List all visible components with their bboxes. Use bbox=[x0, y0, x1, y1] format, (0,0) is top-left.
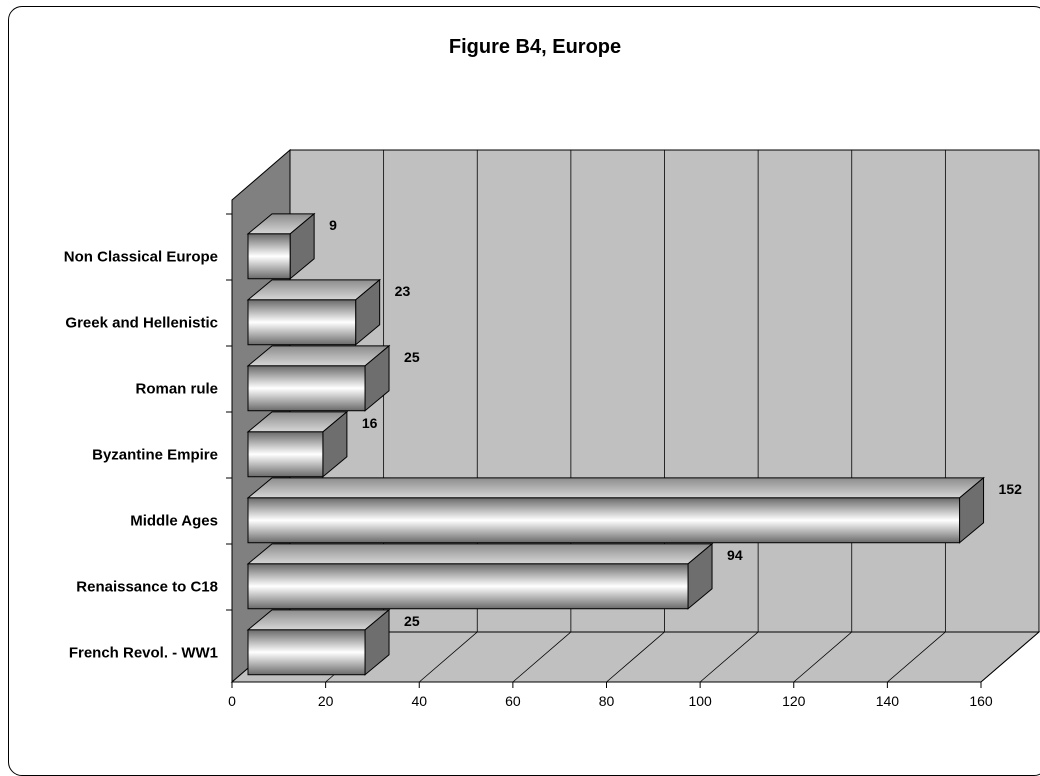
floor-gridline bbox=[418, 631, 478, 683]
floor-gridline bbox=[793, 631, 853, 683]
category-label: French Revol. - WW1 bbox=[69, 644, 218, 661]
category-label: Renaissance to C18 bbox=[76, 578, 218, 595]
chart-title: Figure B4, Europe bbox=[448, 36, 622, 58]
data-label: 152 bbox=[999, 481, 1023, 497]
bar: 16 bbox=[246, 410, 378, 478]
floor-gridline bbox=[606, 631, 665, 683]
bar-front bbox=[247, 299, 357, 346]
bar-front bbox=[247, 497, 961, 544]
x-tick-label: 20 bbox=[318, 693, 334, 709]
bar-front bbox=[247, 233, 291, 280]
bar: 25 bbox=[246, 608, 420, 676]
x-tick-label: 120 bbox=[782, 693, 806, 709]
bar: 9 bbox=[246, 212, 337, 280]
category-label: Byzantine Empire bbox=[92, 446, 218, 463]
x-tick-label: 40 bbox=[411, 693, 427, 709]
bar-front bbox=[247, 563, 689, 610]
x-tick-label: 140 bbox=[876, 693, 900, 709]
bars: 9 23 25 16 152 94 25 bbox=[246, 212, 1023, 676]
bar-top bbox=[246, 543, 714, 565]
x-tick-label: 0 bbox=[228, 693, 236, 709]
category-label: Greek and Hellenistic bbox=[65, 314, 218, 331]
floor-gridline bbox=[512, 631, 572, 683]
bar: 94 bbox=[246, 542, 743, 610]
data-label: 16 bbox=[362, 415, 378, 431]
data-label: 25 bbox=[404, 613, 420, 629]
bar: 25 bbox=[246, 344, 420, 412]
category-label: Non Classical Europe bbox=[64, 248, 218, 265]
data-label: 9 bbox=[329, 217, 337, 233]
bar: 23 bbox=[246, 278, 411, 346]
data-label: 23 bbox=[395, 283, 411, 299]
bar-front bbox=[247, 431, 324, 478]
floor-gridline bbox=[980, 631, 1040, 683]
data-label: 25 bbox=[404, 349, 420, 365]
x-tick-label: 160 bbox=[969, 693, 993, 709]
bar-front bbox=[247, 365, 366, 412]
x-tick-label: 60 bbox=[505, 693, 521, 709]
floor-gridline bbox=[887, 631, 946, 683]
data-label: 94 bbox=[727, 547, 743, 563]
category-label: Middle Ages bbox=[130, 512, 218, 529]
bar-top bbox=[246, 477, 985, 499]
bar: 152 bbox=[246, 476, 1023, 544]
x-tick-label: 80 bbox=[599, 693, 615, 709]
floor-gridline bbox=[699, 631, 759, 683]
category-label: Roman rule bbox=[135, 380, 218, 397]
bar-front bbox=[247, 629, 366, 676]
x-tick-label: 100 bbox=[688, 693, 712, 709]
axes: Non Classical Europe Greek and Hellenisti… bbox=[64, 213, 993, 709]
